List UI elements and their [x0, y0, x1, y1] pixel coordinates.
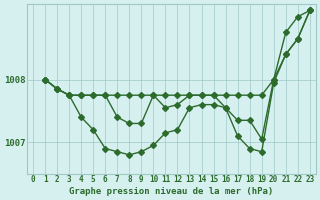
X-axis label: Graphe pression niveau de la mer (hPa): Graphe pression niveau de la mer (hPa) — [69, 187, 274, 196]
